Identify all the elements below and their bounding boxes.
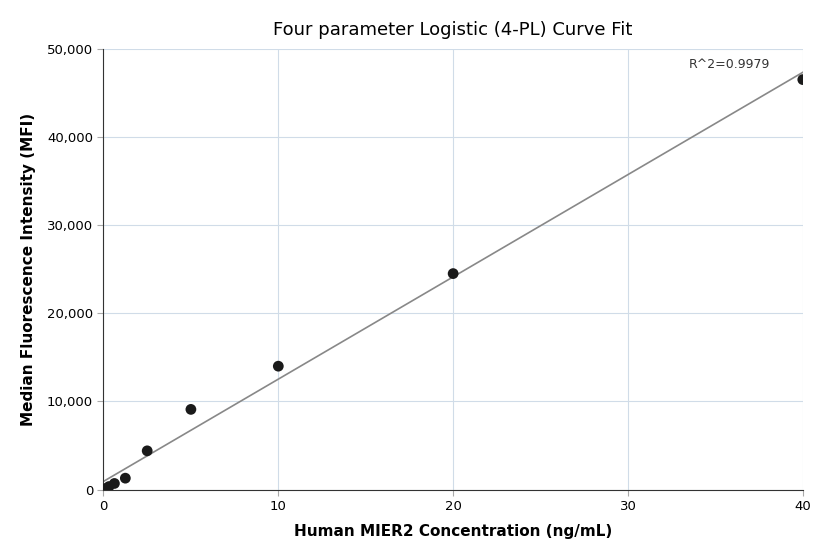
Title: Four parameter Logistic (4-PL) Curve Fit: Four parameter Logistic (4-PL) Curve Fit <box>274 21 633 39</box>
Point <box>141 446 154 455</box>
Point <box>272 362 285 371</box>
Point <box>447 269 460 278</box>
Text: R^2=0.9979: R^2=0.9979 <box>689 58 770 71</box>
X-axis label: Human MIER2 Concentration (ng/mL): Human MIER2 Concentration (ng/mL) <box>294 524 612 539</box>
Point <box>184 405 197 414</box>
Point <box>102 482 116 491</box>
Point <box>108 479 121 488</box>
Y-axis label: Median Fluorescence Intensity (MFI): Median Fluorescence Intensity (MFI) <box>21 113 36 426</box>
Point <box>796 75 810 84</box>
Point <box>119 474 132 483</box>
Point <box>100 484 113 493</box>
